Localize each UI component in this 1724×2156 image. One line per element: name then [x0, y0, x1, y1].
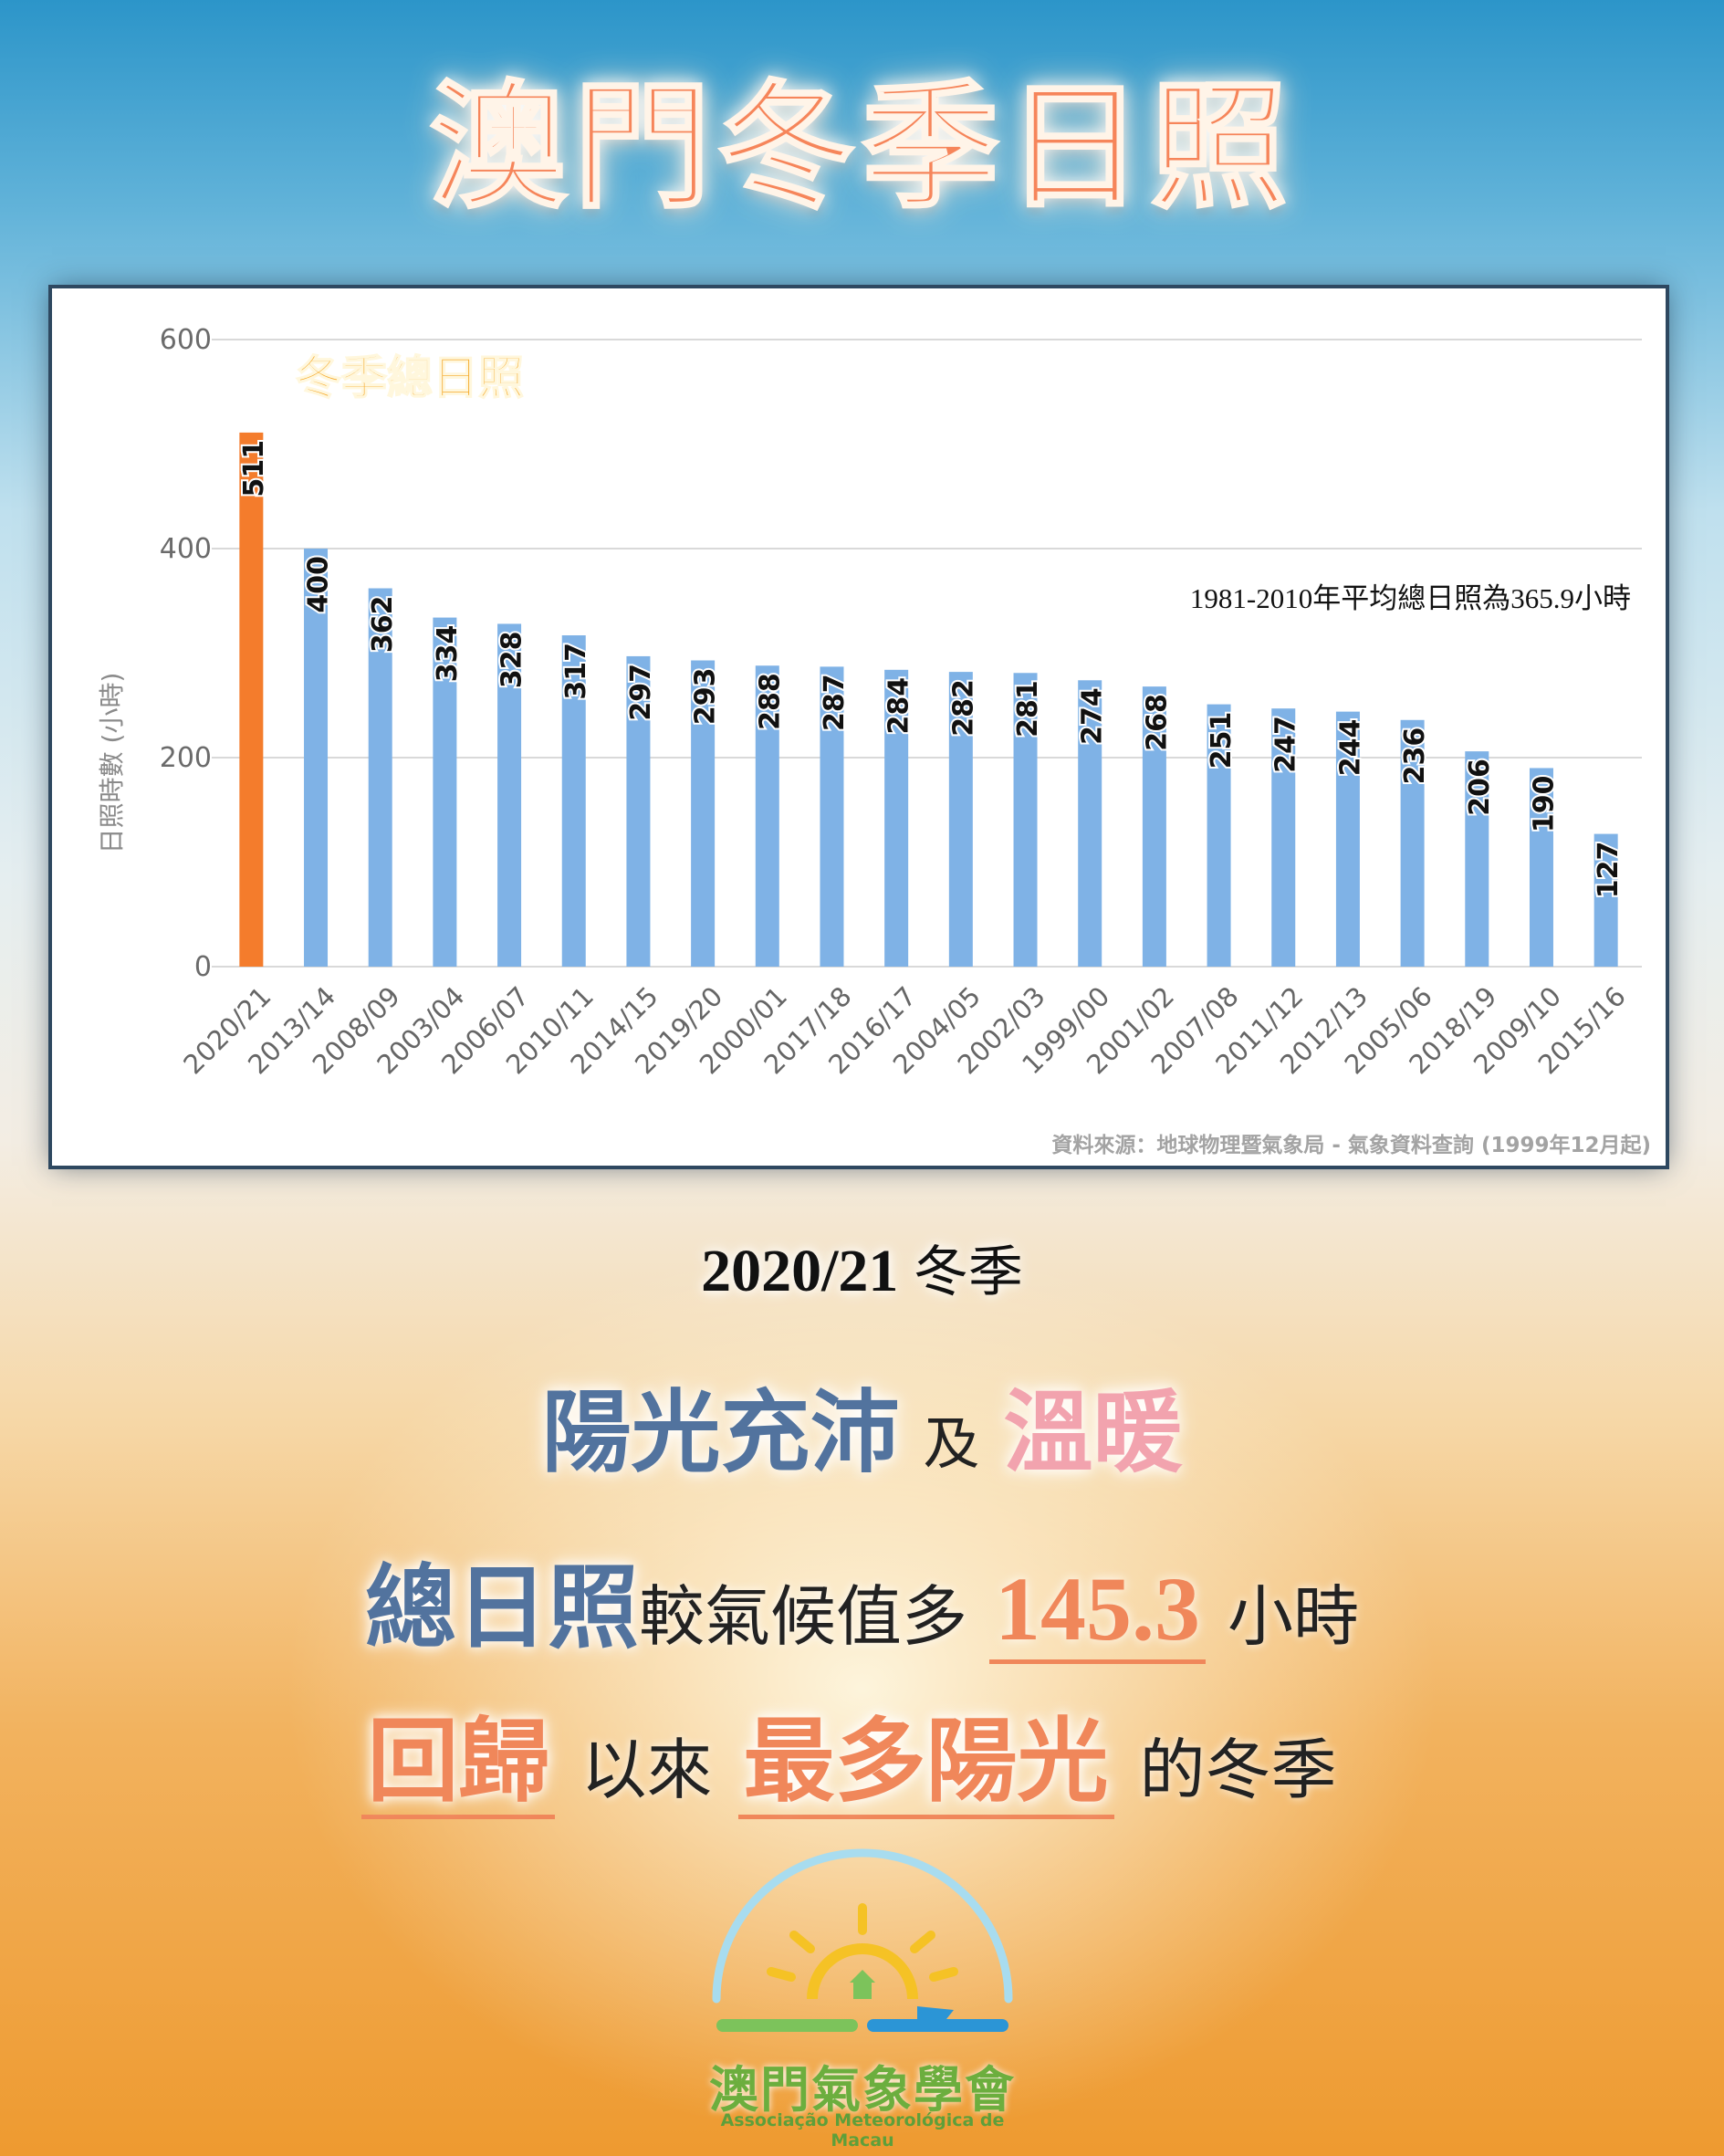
data-label: 511: [238, 440, 270, 497]
bar: [691, 660, 716, 967]
bar: [1529, 768, 1553, 967]
data-label: 284: [883, 677, 915, 735]
winter-sunshine-chart: 02004006005112020/214002013/143622008/09…: [97, 324, 1651, 1157]
data-label: 281: [1012, 680, 1044, 738]
sunshine-difference-line: 總日照較氣候值多 145.3 小時: [0, 1533, 1724, 1666]
y-axis-label: 日照時數 (小時): [97, 673, 127, 854]
bar: [884, 669, 909, 967]
bar: [1271, 708, 1296, 967]
data-label: 236: [1399, 727, 1431, 785]
y-tick-label: 400: [160, 533, 212, 565]
bar: [1013, 673, 1038, 967]
data-label: 282: [947, 679, 979, 737]
of-winter-text: 的冬季: [1139, 1732, 1337, 1808]
difference-value: 145.3: [989, 1558, 1206, 1664]
sunny-warm-line: 陽光充沛及溫暖: [0, 1360, 1724, 1490]
data-label: 268: [1141, 694, 1173, 751]
bar: [1207, 704, 1231, 967]
chart-card: 0 200 400 600 511 2020/21 400 2013/14 362 2008/09…: [52, 288, 1666, 1166]
data-label: 288: [754, 673, 786, 730]
warm-text: 溫暖: [1003, 1381, 1183, 1485]
data-label: 247: [1270, 716, 1302, 773]
data-label: 334: [432, 625, 464, 683]
most-sunshine-text: 最多陽光: [737, 1708, 1114, 1819]
data-label: 297: [625, 664, 657, 721]
data-label: 244: [1334, 719, 1366, 777]
bar: [1078, 680, 1102, 967]
data-label: 190: [1528, 775, 1560, 832]
sunny-text: 陽光充沛: [541, 1381, 900, 1485]
and-text: 及: [923, 1410, 980, 1477]
bar: [1465, 751, 1489, 967]
season-word: 冬季: [913, 1240, 1023, 1304]
total-sunshine-text: 總日照: [364, 1554, 639, 1661]
bar: [433, 617, 457, 967]
bar: [1335, 711, 1360, 967]
y-tick-label: 0: [194, 951, 212, 983]
bar: [948, 672, 973, 967]
page-title: 澳門冬季日照: [428, 68, 1295, 229]
return-text: 回歸: [361, 1708, 556, 1819]
data-label: 328: [496, 631, 528, 688]
bar: [626, 655, 651, 967]
logo-name-chinese: 澳門氣象學會: [709, 2061, 1016, 2119]
logo-emblem: [712, 1848, 1013, 2032]
bar: [1142, 686, 1166, 967]
bar: [755, 665, 779, 967]
logo-name-portuguese: Associação Meteorológica de Macau: [720, 2110, 1005, 2151]
season-heading: 2020/21 冬季: [0, 1228, 1724, 1307]
bar: [1593, 833, 1618, 967]
data-label: 293: [690, 668, 722, 726]
bar: [368, 588, 392, 967]
data-label: 317: [560, 643, 592, 700]
since-text: 以來: [580, 1732, 713, 1808]
data-label: 362: [367, 596, 399, 654]
unit-text: 小時: [1228, 1578, 1360, 1655]
data-label: 400: [303, 556, 335, 613]
bar: [239, 432, 264, 967]
bar: [497, 623, 522, 967]
y-tick-label: 600: [160, 324, 212, 356]
climate-average-annotation: 1981-2010年平均總日照為365.9小時: [1190, 582, 1631, 614]
bar: [1400, 719, 1425, 967]
bar: [304, 549, 329, 967]
bar: [561, 635, 586, 967]
chart-title: 冬季總日照: [296, 351, 524, 404]
data-label: 251: [1206, 712, 1238, 769]
compare-text: 較氣候值多: [638, 1578, 967, 1655]
bar: [820, 666, 844, 967]
y-tick-label: 200: [160, 742, 212, 774]
data-label: 127: [1593, 842, 1625, 899]
association-logo: 澳門氣象學會 Associação Meteorológica de Macau: [689, 1844, 1036, 2151]
record-line: 回歸 以來 最多陽光 的冬季: [0, 1687, 1724, 1819]
season-year: 2020/21: [701, 1238, 899, 1304]
data-label: 206: [1464, 759, 1496, 816]
data-source-note: 資料來源：地球物理暨氣象局 - 氣象資料查詢 (1999年12月起): [1051, 1133, 1651, 1157]
data-label: 287: [819, 674, 851, 731]
data-label: 274: [1077, 687, 1109, 745]
